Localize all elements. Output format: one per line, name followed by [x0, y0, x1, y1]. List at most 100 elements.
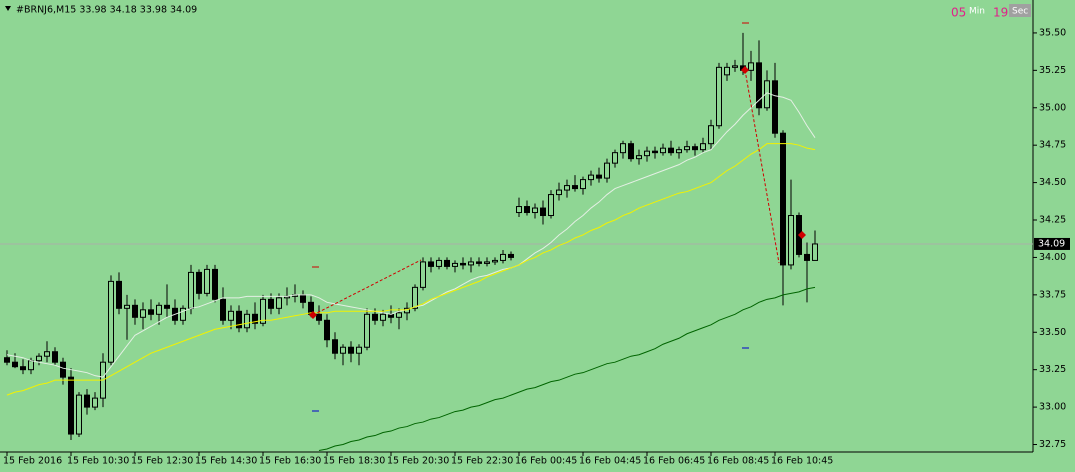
candle-body [188, 271, 194, 309]
x-tick-label: 15 Feb 16:30 [259, 456, 321, 467]
candle-body [20, 366, 26, 371]
trade-line [744, 69, 780, 264]
trade-marker [798, 231, 806, 239]
candle-body [548, 194, 554, 217]
candle-body [676, 149, 682, 154]
candle-body [612, 152, 618, 164]
x-tick-label: 16 Feb 00:45 [515, 456, 577, 467]
candle-body [356, 346, 362, 354]
y-tick-label: 34.75 [1039, 140, 1066, 151]
candle-body [580, 179, 586, 190]
candle-body [652, 150, 658, 154]
candle-body [92, 397, 98, 408]
candle-body [484, 261, 490, 264]
candle-body [396, 312, 402, 318]
candle-body [708, 125, 714, 145]
y-tick-label: 33.50 [1039, 327, 1066, 338]
candle-body [28, 360, 34, 371]
x-tick-label: 16 Feb 06:45 [643, 456, 705, 467]
y-tick-label: 34.25 [1039, 215, 1066, 226]
candle-body [140, 309, 146, 318]
candle-body [748, 62, 754, 71]
trade-line [312, 259, 422, 316]
candle-body [588, 174, 594, 181]
candle-body [268, 298, 274, 309]
y-tick-label: 35.25 [1039, 65, 1066, 76]
candle-body [428, 261, 434, 267]
collapse-icon[interactable] [5, 6, 11, 11]
timer-box [1009, 4, 1031, 17]
candle-body [412, 286, 418, 309]
candle-body [636, 155, 642, 160]
moving-average [6, 143, 816, 396]
candle-body [316, 313, 322, 321]
candle-body [108, 280, 114, 363]
candle-body [492, 259, 498, 263]
candle-body [436, 259, 442, 267]
candle-body [620, 143, 626, 154]
candle-body [692, 146, 698, 151]
candle-body [444, 259, 450, 267]
candle-body [500, 253, 506, 261]
candle-body [4, 357, 10, 363]
candle-body [76, 394, 82, 435]
candle-body [684, 146, 690, 151]
candle-body [732, 65, 738, 68]
candle-body [532, 207, 538, 214]
candle-body [700, 143, 706, 151]
candle-body [132, 304, 138, 318]
candle-body [564, 185, 570, 191]
timer-seconds-unit: Sec [1012, 7, 1028, 17]
candle-body [44, 351, 50, 357]
timer-seconds: 19 [993, 6, 1008, 20]
x-tick-label: 15 Feb 10:30 [67, 456, 129, 467]
chart-title: #BRNJ6,M15 33.98 34.18 33.98 34.09 [16, 5, 197, 16]
candle-body [324, 319, 330, 341]
candle-body [156, 304, 162, 315]
timer-minutes-unit: Min [969, 7, 985, 17]
candle-body [596, 174, 602, 179]
candle-body [556, 189, 562, 196]
candle-body [812, 243, 818, 261]
moving-average [318, 286, 816, 451]
candle-body [84, 394, 90, 408]
x-tick-label: 16 Feb 10:45 [771, 456, 833, 467]
candle-body [228, 310, 234, 321]
y-tick-label: 32.75 [1039, 439, 1066, 450]
candle-body [644, 150, 650, 157]
candle-body [516, 206, 522, 214]
candle-body [788, 215, 794, 266]
x-tick-label: 15 Feb 14:30 [195, 456, 257, 467]
timer-minutes: 05 [951, 6, 966, 20]
candle-body [508, 253, 514, 258]
candle-body [340, 346, 346, 354]
current-price-label: 34.09 [1038, 238, 1065, 249]
candle-body [148, 309, 154, 315]
y-tick-label: 35.00 [1039, 102, 1066, 113]
candle-body [804, 253, 810, 261]
candle-body [764, 80, 770, 109]
candle-body [724, 66, 730, 76]
candle-body [276, 297, 282, 309]
y-tick-label: 34.50 [1039, 177, 1066, 188]
x-tick-label: 16 Feb 08:45 [707, 456, 769, 467]
trade-marker [309, 311, 317, 319]
candle-body [756, 62, 762, 109]
candle-body [572, 185, 578, 190]
candle-body [524, 206, 530, 214]
candle-body [180, 307, 186, 321]
candle-body [52, 351, 58, 363]
candle-body [12, 361, 18, 368]
candle-body [244, 313, 250, 329]
y-tick-label: 35.50 [1039, 27, 1066, 38]
candle-body [660, 147, 666, 154]
candle-body [236, 310, 242, 329]
candle-body [300, 294, 306, 303]
candle-body [332, 339, 338, 354]
candle-body [476, 261, 482, 264]
x-tick-label: 15 Feb 2016 [3, 456, 62, 467]
x-tick-label: 15 Feb 12:30 [131, 456, 193, 467]
